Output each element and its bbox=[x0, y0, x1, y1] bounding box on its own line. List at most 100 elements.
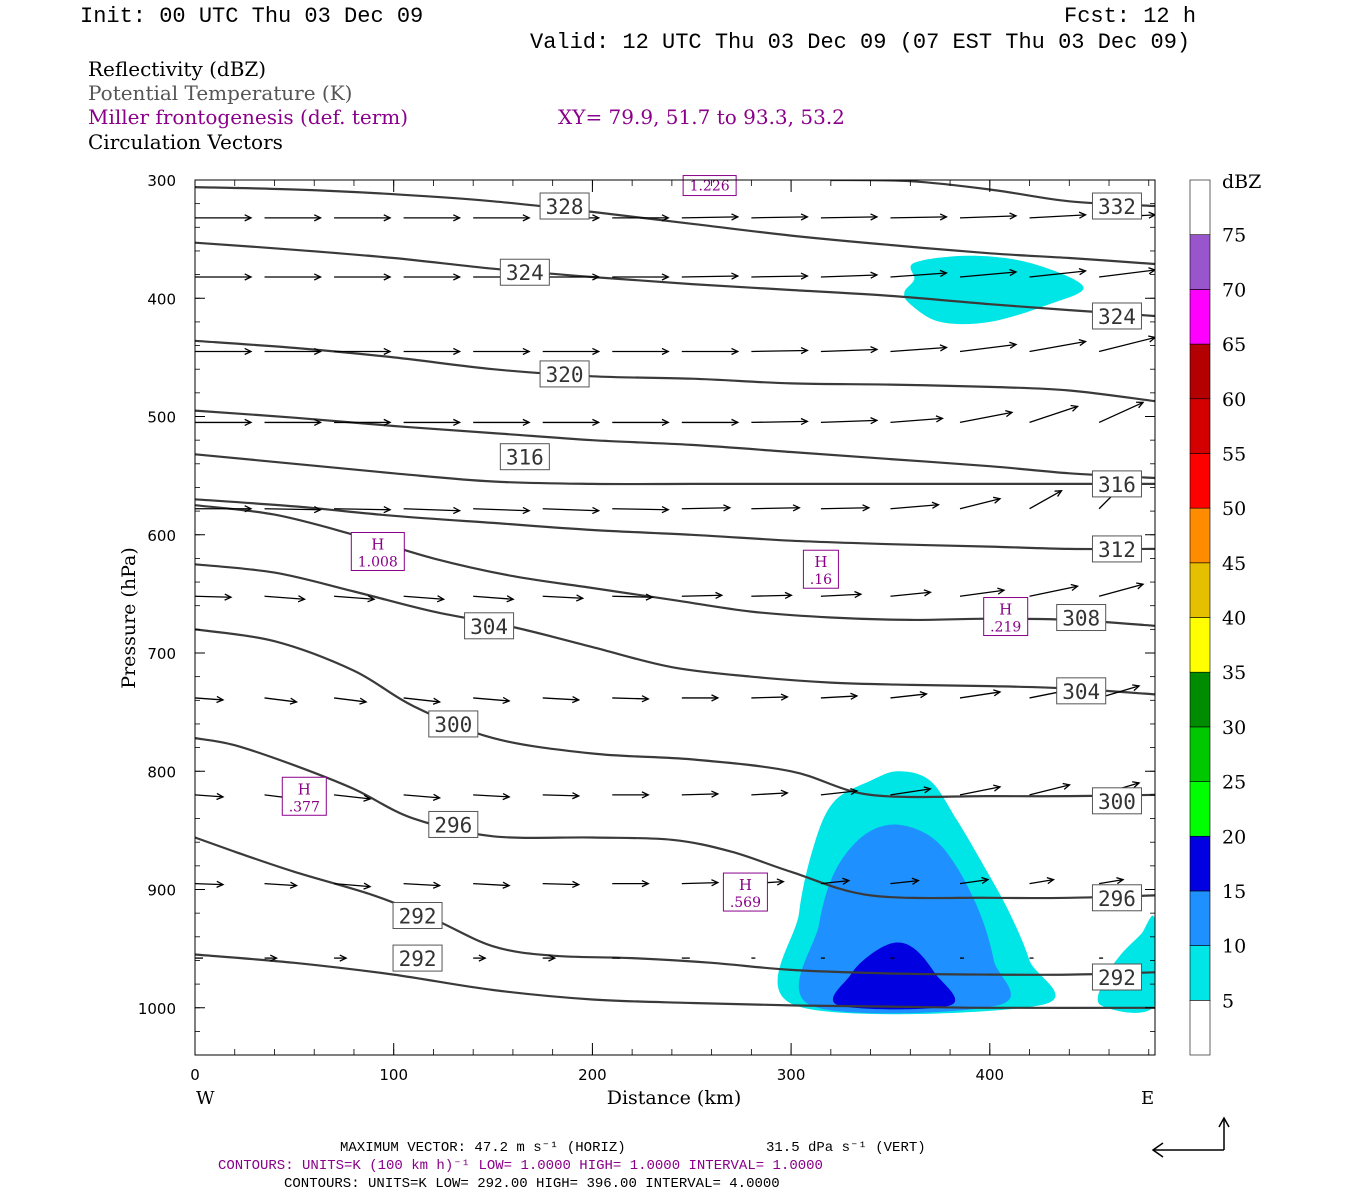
vector-arrowhead bbox=[1148, 267, 1155, 275]
vector-arrowhead bbox=[383, 418, 392, 427]
vector-arrowhead bbox=[452, 506, 462, 515]
theta-contour-label: 308 bbox=[1062, 607, 1100, 631]
circulation-vector bbox=[959, 215, 1017, 219]
fronto-high-box bbox=[983, 597, 1029, 637]
vector-arrowhead bbox=[363, 794, 372, 802]
colorbar-level-label: 70 bbox=[1222, 279, 1246, 301]
vector-arrowhead bbox=[935, 415, 944, 423]
circulation-vector bbox=[334, 697, 367, 703]
circulation-vector bbox=[1029, 784, 1070, 796]
vector-arrowhead bbox=[244, 347, 253, 356]
plot-frame bbox=[194, 179, 1156, 1056]
circulation-vector bbox=[820, 507, 869, 510]
fronto-high-value: 1.008 bbox=[358, 554, 398, 570]
vector-arrowhead bbox=[1132, 684, 1141, 692]
vector-arrowhead bbox=[939, 213, 948, 221]
circulation-vector bbox=[959, 343, 1017, 353]
y-tick-label: 500 bbox=[147, 409, 176, 427]
fronto-high-value: .219 bbox=[990, 620, 1021, 636]
circulation-vector bbox=[1099, 269, 1155, 278]
vector-arrowhead bbox=[850, 692, 859, 700]
vector-arrowhead bbox=[224, 593, 233, 601]
circulation-vector bbox=[195, 697, 224, 701]
vector-arrowhead bbox=[383, 273, 392, 281]
vector-arrowhead bbox=[780, 693, 789, 701]
vector-arrowhead bbox=[216, 695, 225, 704]
footer-theta-contours: CONTOURS: UNITS=K LOW= 292.00 HIGH= 396.… bbox=[284, 1176, 780, 1192]
x-axis-title: Distance (km) bbox=[607, 1087, 742, 1109]
vector-arrowhead bbox=[453, 418, 462, 427]
fronto-high-value: .569 bbox=[730, 895, 761, 911]
fronto-high-value: .377 bbox=[289, 799, 320, 815]
theta-label-box bbox=[392, 902, 443, 930]
x-axis-west-label: W bbox=[196, 1088, 215, 1109]
circulation-vector bbox=[264, 697, 297, 703]
circulation-vector bbox=[473, 508, 530, 512]
vector-arrowhead bbox=[502, 792, 511, 801]
vector-arrowhead bbox=[1005, 409, 1014, 418]
vector-arrowhead bbox=[800, 272, 809, 280]
vector-arrowhead bbox=[1116, 876, 1125, 885]
theta-label-box bbox=[1091, 470, 1142, 498]
fronto-high-box bbox=[281, 776, 327, 816]
vector-arrowhead bbox=[1148, 211, 1155, 219]
vector-arrowhead bbox=[478, 954, 487, 962]
vector-arrowhead bbox=[313, 347, 323, 356]
colorbar-segment bbox=[1189, 726, 1211, 782]
vector-arrowhead bbox=[993, 496, 1002, 504]
vector-arrowhead bbox=[244, 214, 253, 222]
reflectivity-area-15dbz bbox=[832, 942, 956, 1010]
theta-label-box bbox=[1056, 604, 1107, 632]
circulation-vector bbox=[751, 216, 808, 219]
circulation-vector bbox=[751, 594, 792, 597]
circulation-vector bbox=[751, 420, 808, 424]
legend-reflectivity: Reflectivity (dBZ) bbox=[88, 57, 267, 81]
footer-max-vector-horiz: MAXIMUM VECTOR: 47.2 m s⁻¹ (HORIZ) bbox=[340, 1140, 626, 1156]
circulation-vector bbox=[403, 595, 444, 600]
valid-time: Valid: 12 UTC Thu 03 Dec 09 (07 EST Thu … bbox=[530, 30, 1191, 55]
colorbar-segment bbox=[1189, 234, 1211, 290]
fronto-high-box bbox=[350, 531, 405, 571]
vector-arrowhead bbox=[1070, 583, 1080, 592]
circulation-vector bbox=[264, 508, 321, 511]
vector-arrowhead bbox=[641, 879, 650, 888]
vector-arrowhead bbox=[269, 954, 279, 962]
fronto-high-marker: H bbox=[371, 535, 384, 553]
theta-contour-label: 324 bbox=[1098, 305, 1136, 329]
init-time: Init: 00 UTC Thu 03 Dec 09 bbox=[80, 4, 424, 29]
colorbar-segment bbox=[1189, 507, 1211, 564]
circulation-vector bbox=[820, 216, 877, 219]
colorbar-level-label: 50 bbox=[1222, 498, 1246, 520]
fronto-high-value: 1.226 bbox=[690, 179, 730, 195]
circulation-vector bbox=[959, 498, 1001, 510]
theta-contour-label: 316 bbox=[506, 446, 544, 470]
colorbar-segment bbox=[1189, 617, 1211, 673]
circulation-vector bbox=[820, 593, 861, 597]
vector-arrowhead bbox=[870, 346, 879, 354]
circulation-vector bbox=[820, 348, 877, 353]
theta-contour-label: 296 bbox=[434, 813, 472, 837]
x-tick-label: 0 bbox=[190, 1066, 200, 1084]
y-tick-label: 800 bbox=[147, 763, 176, 781]
fronto-high-marker: H bbox=[999, 601, 1012, 619]
circulation-vector bbox=[195, 595, 232, 598]
theta-contour-label: 304 bbox=[470, 615, 508, 639]
circulation-vector bbox=[403, 508, 460, 512]
colorbar-level-label: 45 bbox=[1222, 553, 1246, 575]
circulation-vector bbox=[403, 882, 440, 887]
vector-arrowhead bbox=[780, 789, 789, 797]
vector-arrowhead bbox=[216, 880, 225, 889]
colorbar-level-label: 20 bbox=[1222, 826, 1246, 848]
vector-arrowhead bbox=[939, 344, 948, 352]
vector-arrowhead bbox=[870, 271, 879, 279]
circulation-vector bbox=[264, 595, 305, 600]
fronto-high-marker: H bbox=[298, 780, 311, 798]
vector-arrowhead bbox=[1070, 404, 1079, 412]
theta-contour-label: 292 bbox=[399, 947, 437, 971]
vector-arrowhead bbox=[289, 881, 299, 889]
vector-arrowhead bbox=[1136, 401, 1145, 409]
circulation-vector bbox=[1029, 585, 1078, 597]
theta-label-box bbox=[428, 810, 479, 838]
colorbar-segment bbox=[1189, 453, 1211, 509]
circulation-vector bbox=[403, 697, 440, 703]
